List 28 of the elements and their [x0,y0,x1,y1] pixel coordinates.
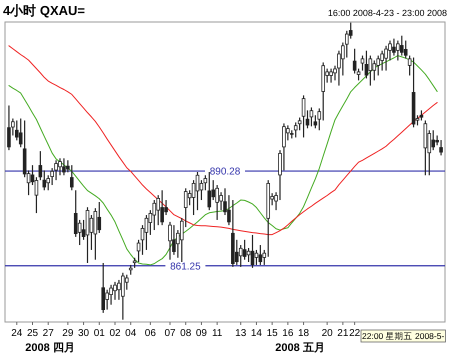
ref-line-label: 861.25 [170,261,202,272]
x-tick-label: 01 [94,328,106,339]
x-tick-label: 14 [250,328,262,339]
x-tick-label: 07 [164,328,176,339]
x-tick-label: 24 [11,328,23,339]
x-tick-label: 04 [125,328,137,339]
ref-line-label: 890.28 [210,166,241,178]
chart-title: 4小时 QXAU= [3,3,86,18]
x-tick-label: 11 [212,328,223,339]
x-tick-label: 18 [298,328,310,339]
x-tick-label: 13 [235,328,247,339]
x-tick-label: 30 [78,328,90,339]
text: 2008 四月 [25,342,75,354]
x-tick-label: 20 [322,328,334,339]
x-tick-label: 25 [26,328,38,339]
x-tick-label: 22 [349,328,361,339]
x-tick-label: 02 [109,328,121,339]
x-tick-label: 06 [144,328,156,339]
x-tick-label: 08 [180,328,192,339]
x-tick-label: 16 [282,328,294,339]
x-tick-label: 15 [266,328,278,339]
text: 2008 五月 [275,342,325,354]
text: 22:00 星期五 2008-5- [362,331,444,341]
chart-subtitle: 16:00 2008-4-23 - 23:00 2008 [328,8,447,18]
x-tick-label: 29 [62,328,74,339]
x-tick-label: 27 [42,328,54,339]
x-tick-label: 09 [196,328,208,339]
x-tick-label: 21 [337,328,349,339]
